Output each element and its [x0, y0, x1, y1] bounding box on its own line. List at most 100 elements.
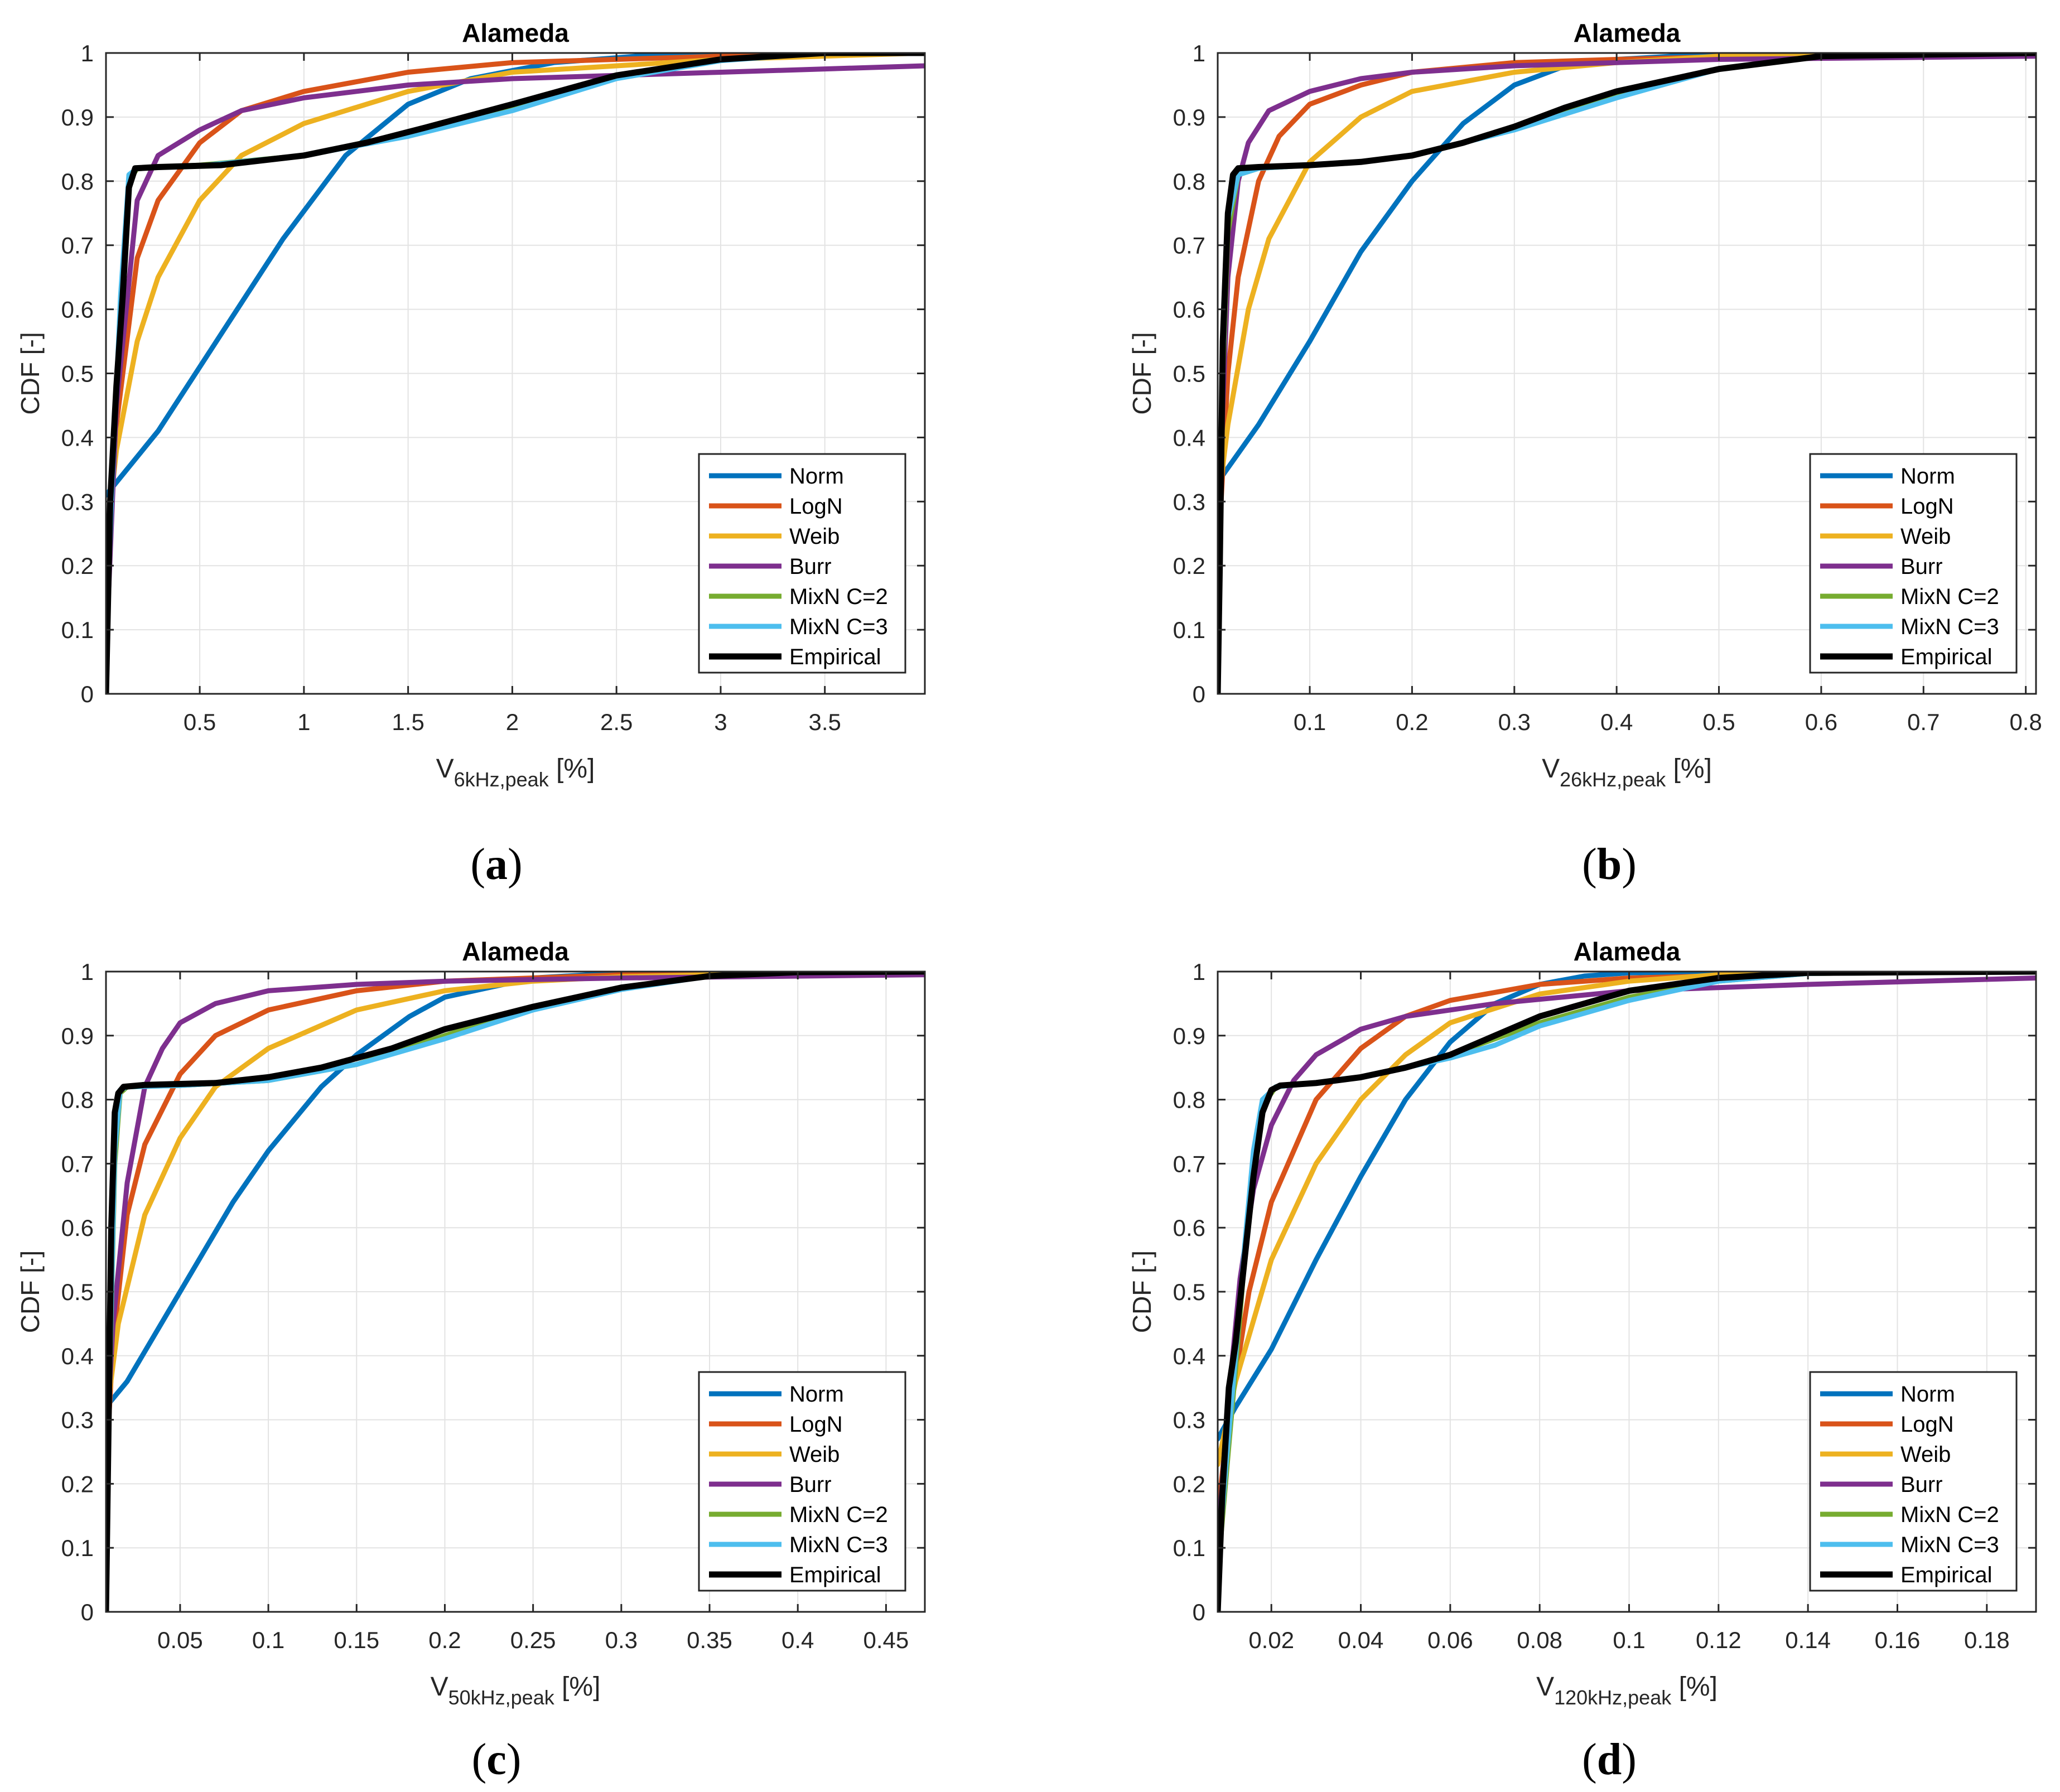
x-axis-label: V50kHz,peak [%]: [431, 1672, 601, 1709]
y-tick-label: 0.6: [61, 1215, 94, 1241]
legend-label: MixN C=2: [1900, 1503, 1999, 1527]
y-tick-label: 0: [81, 681, 94, 707]
x-tick-label: 0.5: [1702, 709, 1735, 735]
x-axis-label-main: V: [1542, 754, 1560, 784]
legend-label: LogN: [789, 494, 843, 519]
legend: Norm LogN Weib Burr MixN C=2 MixN C=3 Empirica…: [1809, 453, 2018, 674]
y-tick-label: 0.1: [1173, 617, 1205, 643]
y-tick-label: 0.5: [1173, 361, 1205, 387]
y-axis-label: CDF [-]: [16, 1250, 45, 1333]
y-tick-label: 0.3: [1173, 1407, 1205, 1433]
legend-label: Burr: [789, 554, 832, 579]
y-tick-label: 0.3: [61, 1407, 94, 1433]
y-tick-label: 0.2: [1173, 1471, 1205, 1497]
y-tick-label: 0.6: [1173, 1215, 1205, 1241]
x-tick-label: 0.3: [1498, 709, 1531, 735]
x-tick-label: 0.8: [2009, 709, 2042, 735]
legend-label: Norm: [789, 1382, 844, 1407]
panel-caption-b-letter: b: [1596, 840, 1622, 889]
y-tick-label: 0: [1193, 1599, 1205, 1625]
x-axis-label-unit: [%]: [1671, 1672, 1718, 1702]
y-tick-label: 0.4: [61, 1343, 94, 1369]
x-axis-label-main: V: [1536, 1672, 1554, 1702]
x-tick-label: 0.25: [510, 1627, 556, 1653]
legend-label: LogN: [789, 1412, 843, 1437]
y-tick-label: 0: [1193, 681, 1205, 707]
ticks: [1218, 970, 2036, 1613]
x-tick-label: 0.02: [1248, 1627, 1294, 1653]
x-tick-label: 0.15: [334, 1627, 379, 1653]
y-tick-label: 0.7: [1173, 233, 1205, 259]
legend-label: MixN C=2: [1900, 585, 1999, 609]
series-line-weib: [1218, 53, 2036, 511]
x-tick-label: 0.6: [1805, 709, 1837, 735]
legend-label: Norm: [1900, 1382, 1955, 1407]
y-tick-label: 1: [81, 959, 94, 985]
x-tick-label: 0.4: [1600, 709, 1633, 735]
y-tick-label: 0.3: [1173, 489, 1205, 515]
legend-label: MixN C=3: [1900, 615, 1999, 639]
y-tick-label: 0.2: [61, 1471, 94, 1497]
y-tick-label: 0.9: [1173, 1023, 1205, 1049]
x-tick-label: 0.5: [184, 709, 216, 735]
legend-box: [698, 453, 906, 674]
legend-label: Empirical: [1900, 645, 1992, 669]
y-tick-label: 0.8: [61, 168, 94, 195]
x-tick-label: 3.5: [809, 709, 841, 735]
series-line-empirical: [106, 972, 925, 1612]
y-tick-label: 0.8: [1173, 1087, 1205, 1113]
panel-caption-b: (b): [1582, 840, 1637, 889]
panel-caption-a: (a): [470, 840, 523, 889]
series-group: [1218, 53, 2036, 694]
legend-label: Burr: [789, 1472, 832, 1497]
legend-label: Weib: [1900, 1442, 1951, 1467]
y-tick-label: 0.1: [1173, 1535, 1205, 1561]
x-axis-label-sub: 50kHz,peak: [448, 1686, 555, 1709]
x-tick-label: 1.5: [392, 709, 424, 735]
legend-label: Empirical: [1900, 1563, 1992, 1587]
legend-label: Norm: [789, 464, 844, 489]
x-tick-label: 0.04: [1338, 1627, 1384, 1653]
legend: Norm LogN Weib Burr MixN C=2 MixN C=3 Empirica…: [698, 1371, 906, 1592]
x-tick-label: 0.1: [1294, 709, 1326, 735]
x-tick-label: 0.2: [1396, 709, 1428, 735]
panel-caption-c: (c): [471, 1735, 522, 1784]
x-tick-label: 0.35: [687, 1627, 732, 1653]
y-tick-label: 0.5: [1173, 1279, 1205, 1305]
y-tick-label: 0.7: [1173, 1151, 1205, 1177]
x-axis-label-unit: [%]: [1666, 754, 1712, 784]
chart-title: Alameda: [462, 18, 569, 47]
y-tick-label: 0.2: [1173, 553, 1205, 579]
series-line-empirical: [1218, 972, 2036, 1612]
series-line-burr: [106, 63, 925, 658]
legend-label: Burr: [1900, 554, 1943, 579]
y-tick-label: 0.7: [61, 233, 94, 259]
legend-label: MixN C=2: [789, 585, 888, 609]
legend-box: [698, 1371, 906, 1592]
y-tick-label: 0.1: [61, 1535, 94, 1561]
series-line-burr: [106, 972, 925, 1455]
x-tick-label: 0.14: [1785, 1627, 1831, 1653]
x-axis-label-main: V: [436, 754, 454, 784]
legend-label: MixN C=3: [1900, 1533, 1999, 1557]
x-tick-label: 0.3: [605, 1627, 638, 1653]
ticks: [106, 970, 925, 1613]
y-tick-label: 0.4: [1173, 424, 1205, 451]
x-tick-label: 0.1: [252, 1627, 284, 1653]
series-group: [1218, 972, 2036, 1612]
x-tick-label: 0.05: [157, 1627, 203, 1653]
x-tick-label: 0.16: [1875, 1627, 1921, 1653]
legend-label: Empirical: [789, 645, 881, 669]
y-axis-label: CDF [-]: [1127, 1250, 1156, 1333]
y-axis-label: CDF [-]: [1127, 332, 1156, 414]
y-tick-label: 0.6: [61, 297, 94, 323]
chart-title: Alameda: [1574, 937, 1681, 966]
panel-caption-a-letter: a: [485, 840, 508, 889]
y-tick-label: 0.5: [61, 361, 94, 387]
series-line-weib: [106, 53, 925, 549]
x-axis-label-main: V: [431, 1672, 448, 1702]
legend-label: Norm: [1900, 464, 1955, 489]
x-tick-label: 2: [506, 709, 519, 735]
x-tick-label: 0.2: [428, 1627, 461, 1653]
